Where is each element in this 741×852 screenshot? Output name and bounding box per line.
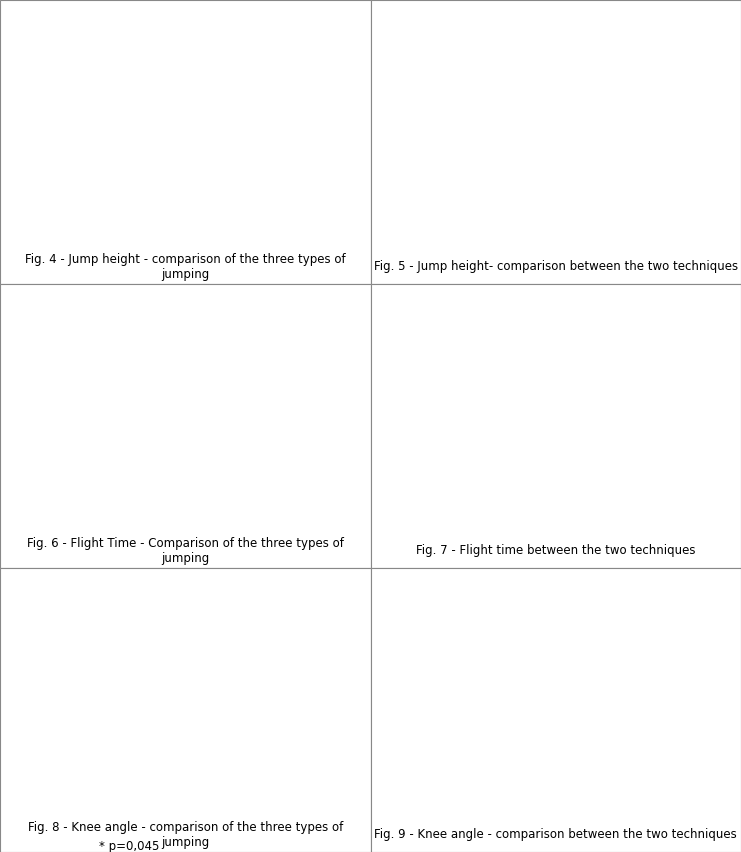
Text: Fig. 7 - Flight time between the two techniques: Fig. 7 - Flight time between the two tec…	[416, 544, 696, 557]
Y-axis label: Flight Time (s): Flight Time (s)	[19, 356, 28, 436]
Y-axis label: Knee angle (degree): Knee angle (degree)	[376, 623, 387, 737]
Text: * p=0,045: * p=0,045	[99, 840, 160, 852]
Title: Jump height: Jump height	[488, 0, 601, 6]
Y-axis label: Jump height
(cm): Jump height (cm)	[349, 78, 371, 146]
Text: Fig. 4 - Jump height - comparison of the three types of
jumping: Fig. 4 - Jump height - comparison of the…	[25, 253, 345, 281]
Title: Knee angle: Knee angle	[135, 556, 239, 573]
Bar	[447, 344, 508, 500]
Bar	[92, 95, 123, 216]
Legend: T1, T2: T1, T2	[268, 582, 310, 617]
Bar	[101, 381, 131, 500]
Bar	[71, 630, 101, 852]
Bar	[157, 626, 187, 852]
Bar	[187, 637, 217, 852]
Title: Flight Time: Flight Time	[496, 272, 601, 290]
Text: *: *	[293, 612, 299, 626]
Text: 115: 115	[0, 569, 13, 579]
Y-axis label: Knee angle (degree): Knee angle (degree)	[15, 618, 25, 732]
Bar	[556, 348, 617, 500]
Bar	[240, 66, 271, 216]
Title: Flight Time: Flight Time	[134, 272, 240, 290]
Bar	[273, 374, 303, 500]
Legend: T1, T2: T1, T2	[624, 582, 669, 621]
Text: Fig. 8 - Knee angle - comparison of the three types of
jumping: Fig. 8 - Knee angle - comparison of the …	[27, 821, 343, 849]
Bar	[157, 381, 187, 500]
Bar	[440, 80, 502, 216]
Bar	[101, 659, 131, 852]
Bar	[271, 80, 303, 216]
Bar	[243, 673, 273, 852]
Y-axis label: jump height (cm): jump height (cm)	[10, 64, 21, 160]
Title: Knee angle: Knee angle	[503, 556, 608, 573]
Bar	[553, 88, 615, 216]
Legend: T1, T2: T1, T2	[624, 297, 669, 337]
Bar	[71, 377, 101, 500]
Text: Fig. 9 - Knee angle - comparison between the two techniques: Fig. 9 - Knee angle - comparison between…	[374, 828, 737, 842]
Bar	[182, 94, 213, 216]
Text: *: *	[540, 24, 549, 42]
Text: Fig. 5 - Jump height- comparison between the two techniques: Fig. 5 - Jump height- comparison between…	[373, 261, 738, 273]
Bar	[187, 383, 217, 500]
Bar	[460, 614, 517, 784]
Bar	[243, 371, 273, 500]
Bar	[563, 616, 620, 784]
Bar	[60, 85, 92, 216]
Bar	[273, 655, 303, 852]
Text: * p=0,001: * p=0,001	[518, 253, 571, 263]
Title: Jump height: Jump height	[125, 0, 238, 6]
Legend: T1, T2: T1, T2	[268, 297, 310, 333]
Legend: T1, T2: T1, T2	[268, 14, 310, 49]
Text: * p=0,023: * p=0,023	[522, 537, 575, 547]
Bar	[150, 85, 182, 216]
Text: Fig. 6 - Flight Time - Comparison of the three types of
jumping: Fig. 6 - Flight Time - Comparison of the…	[27, 537, 344, 565]
Legend: T1, T2: T1, T2	[624, 14, 669, 53]
Text: *: *	[544, 302, 553, 320]
Y-axis label: Flight Time (s): Flight Time (s)	[375, 356, 385, 436]
